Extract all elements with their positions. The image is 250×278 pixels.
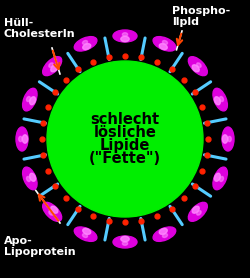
Ellipse shape bbox=[122, 242, 128, 245]
Ellipse shape bbox=[43, 57, 62, 76]
Ellipse shape bbox=[51, 206, 58, 213]
Ellipse shape bbox=[30, 97, 36, 105]
Ellipse shape bbox=[113, 236, 137, 248]
Ellipse shape bbox=[49, 63, 53, 67]
Ellipse shape bbox=[82, 234, 87, 237]
Ellipse shape bbox=[51, 65, 58, 72]
Ellipse shape bbox=[188, 57, 207, 76]
Ellipse shape bbox=[30, 173, 36, 181]
Ellipse shape bbox=[153, 227, 176, 241]
Ellipse shape bbox=[220, 177, 224, 182]
Ellipse shape bbox=[220, 96, 224, 101]
Circle shape bbox=[47, 61, 203, 217]
Text: Apo-
Lipoprotein: Apo- Lipoprotein bbox=[4, 236, 76, 257]
Ellipse shape bbox=[122, 33, 128, 36]
Text: Phospho-
llpld: Phospho- llpld bbox=[172, 6, 230, 27]
Ellipse shape bbox=[213, 167, 227, 190]
Text: lösliche: lösliche bbox=[94, 125, 156, 140]
Ellipse shape bbox=[214, 173, 220, 181]
Text: ("Fette"): ("Fette") bbox=[89, 151, 161, 166]
Ellipse shape bbox=[159, 229, 167, 234]
Ellipse shape bbox=[153, 37, 176, 51]
Ellipse shape bbox=[26, 96, 30, 101]
Ellipse shape bbox=[19, 136, 22, 142]
Ellipse shape bbox=[74, 227, 97, 241]
Ellipse shape bbox=[82, 41, 87, 44]
Ellipse shape bbox=[83, 44, 91, 49]
Ellipse shape bbox=[197, 211, 201, 215]
Ellipse shape bbox=[43, 202, 62, 221]
Ellipse shape bbox=[192, 65, 199, 72]
Ellipse shape bbox=[192, 206, 199, 213]
Ellipse shape bbox=[113, 30, 137, 42]
Ellipse shape bbox=[188, 202, 207, 221]
Ellipse shape bbox=[222, 127, 234, 151]
Ellipse shape bbox=[83, 229, 91, 234]
Ellipse shape bbox=[197, 63, 201, 67]
Ellipse shape bbox=[16, 127, 28, 151]
Text: Hüll-
CholesterIn: Hüll- CholesterIn bbox=[4, 18, 76, 39]
Ellipse shape bbox=[49, 211, 53, 215]
Ellipse shape bbox=[23, 167, 37, 190]
Ellipse shape bbox=[121, 36, 129, 42]
Ellipse shape bbox=[222, 135, 228, 143]
Ellipse shape bbox=[162, 234, 168, 237]
Ellipse shape bbox=[228, 136, 231, 142]
Ellipse shape bbox=[162, 41, 168, 44]
Ellipse shape bbox=[74, 37, 97, 51]
Ellipse shape bbox=[213, 88, 227, 111]
Text: Lipide: Lipide bbox=[100, 138, 150, 153]
Ellipse shape bbox=[214, 97, 220, 105]
Ellipse shape bbox=[23, 88, 37, 111]
Ellipse shape bbox=[26, 177, 30, 182]
Ellipse shape bbox=[121, 236, 129, 242]
Ellipse shape bbox=[22, 135, 28, 143]
Ellipse shape bbox=[159, 44, 167, 49]
Text: schlecht: schlecht bbox=[90, 112, 160, 127]
